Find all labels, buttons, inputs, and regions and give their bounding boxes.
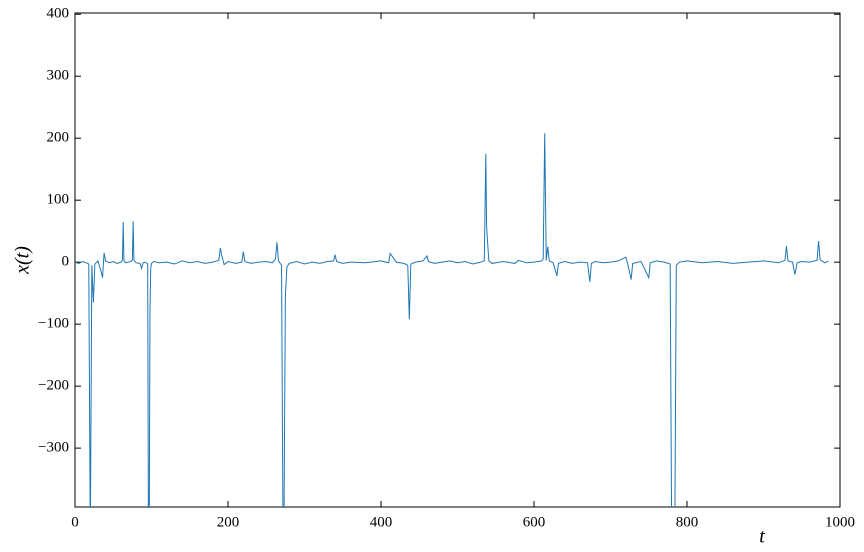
y-tick-label: 100 xyxy=(47,192,70,208)
x-axis-label: t xyxy=(759,526,765,547)
y-tick-label: −300 xyxy=(38,440,69,456)
y-tick-label: 0 xyxy=(62,254,70,270)
y-tick-label: 300 xyxy=(47,68,70,84)
y-tick-label: −100 xyxy=(38,316,69,332)
y-tick-label: −200 xyxy=(38,378,69,394)
x-tick-label: 200 xyxy=(217,514,240,530)
plot-frame xyxy=(74,12,841,508)
data-line xyxy=(75,133,829,507)
x-tick-label: 400 xyxy=(370,514,393,530)
y-axis-label: x(t) xyxy=(12,246,34,275)
x-tick-label: 600 xyxy=(523,514,546,530)
x-tick-label: 1000 xyxy=(825,514,855,530)
y-tick-label: 400 xyxy=(47,6,70,22)
x-tick-label: 0 xyxy=(71,514,79,530)
x-tick-label: 800 xyxy=(676,514,699,530)
y-tick-label: 200 xyxy=(47,130,70,146)
